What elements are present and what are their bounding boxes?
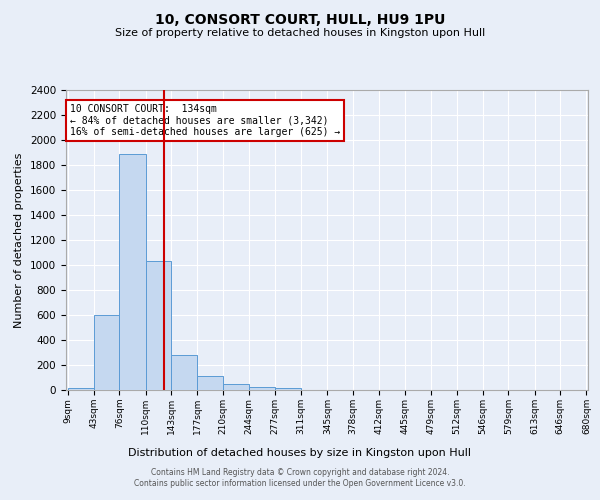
- Text: Contains HM Land Registry data © Crown copyright and database right 2024.
Contai: Contains HM Land Registry data © Crown c…: [134, 468, 466, 487]
- Y-axis label: Number of detached properties: Number of detached properties: [14, 152, 25, 328]
- Bar: [119, 154, 146, 390]
- Bar: [171, 355, 197, 390]
- Bar: [146, 261, 171, 390]
- Bar: [223, 384, 249, 390]
- Text: 10 CONSORT COURT:  134sqm
← 84% of detached houses are smaller (3,342)
16% of se: 10 CONSORT COURT: 134sqm ← 84% of detach…: [70, 104, 340, 137]
- Text: Size of property relative to detached houses in Kingston upon Hull: Size of property relative to detached ho…: [115, 28, 485, 38]
- Bar: [94, 315, 119, 390]
- Text: 10, CONSORT COURT, HULL, HU9 1PU: 10, CONSORT COURT, HULL, HU9 1PU: [155, 12, 445, 26]
- Bar: [197, 376, 223, 390]
- Bar: [68, 388, 94, 390]
- Bar: [275, 388, 301, 390]
- Bar: [249, 387, 275, 390]
- Text: Distribution of detached houses by size in Kingston upon Hull: Distribution of detached houses by size …: [128, 448, 472, 458]
